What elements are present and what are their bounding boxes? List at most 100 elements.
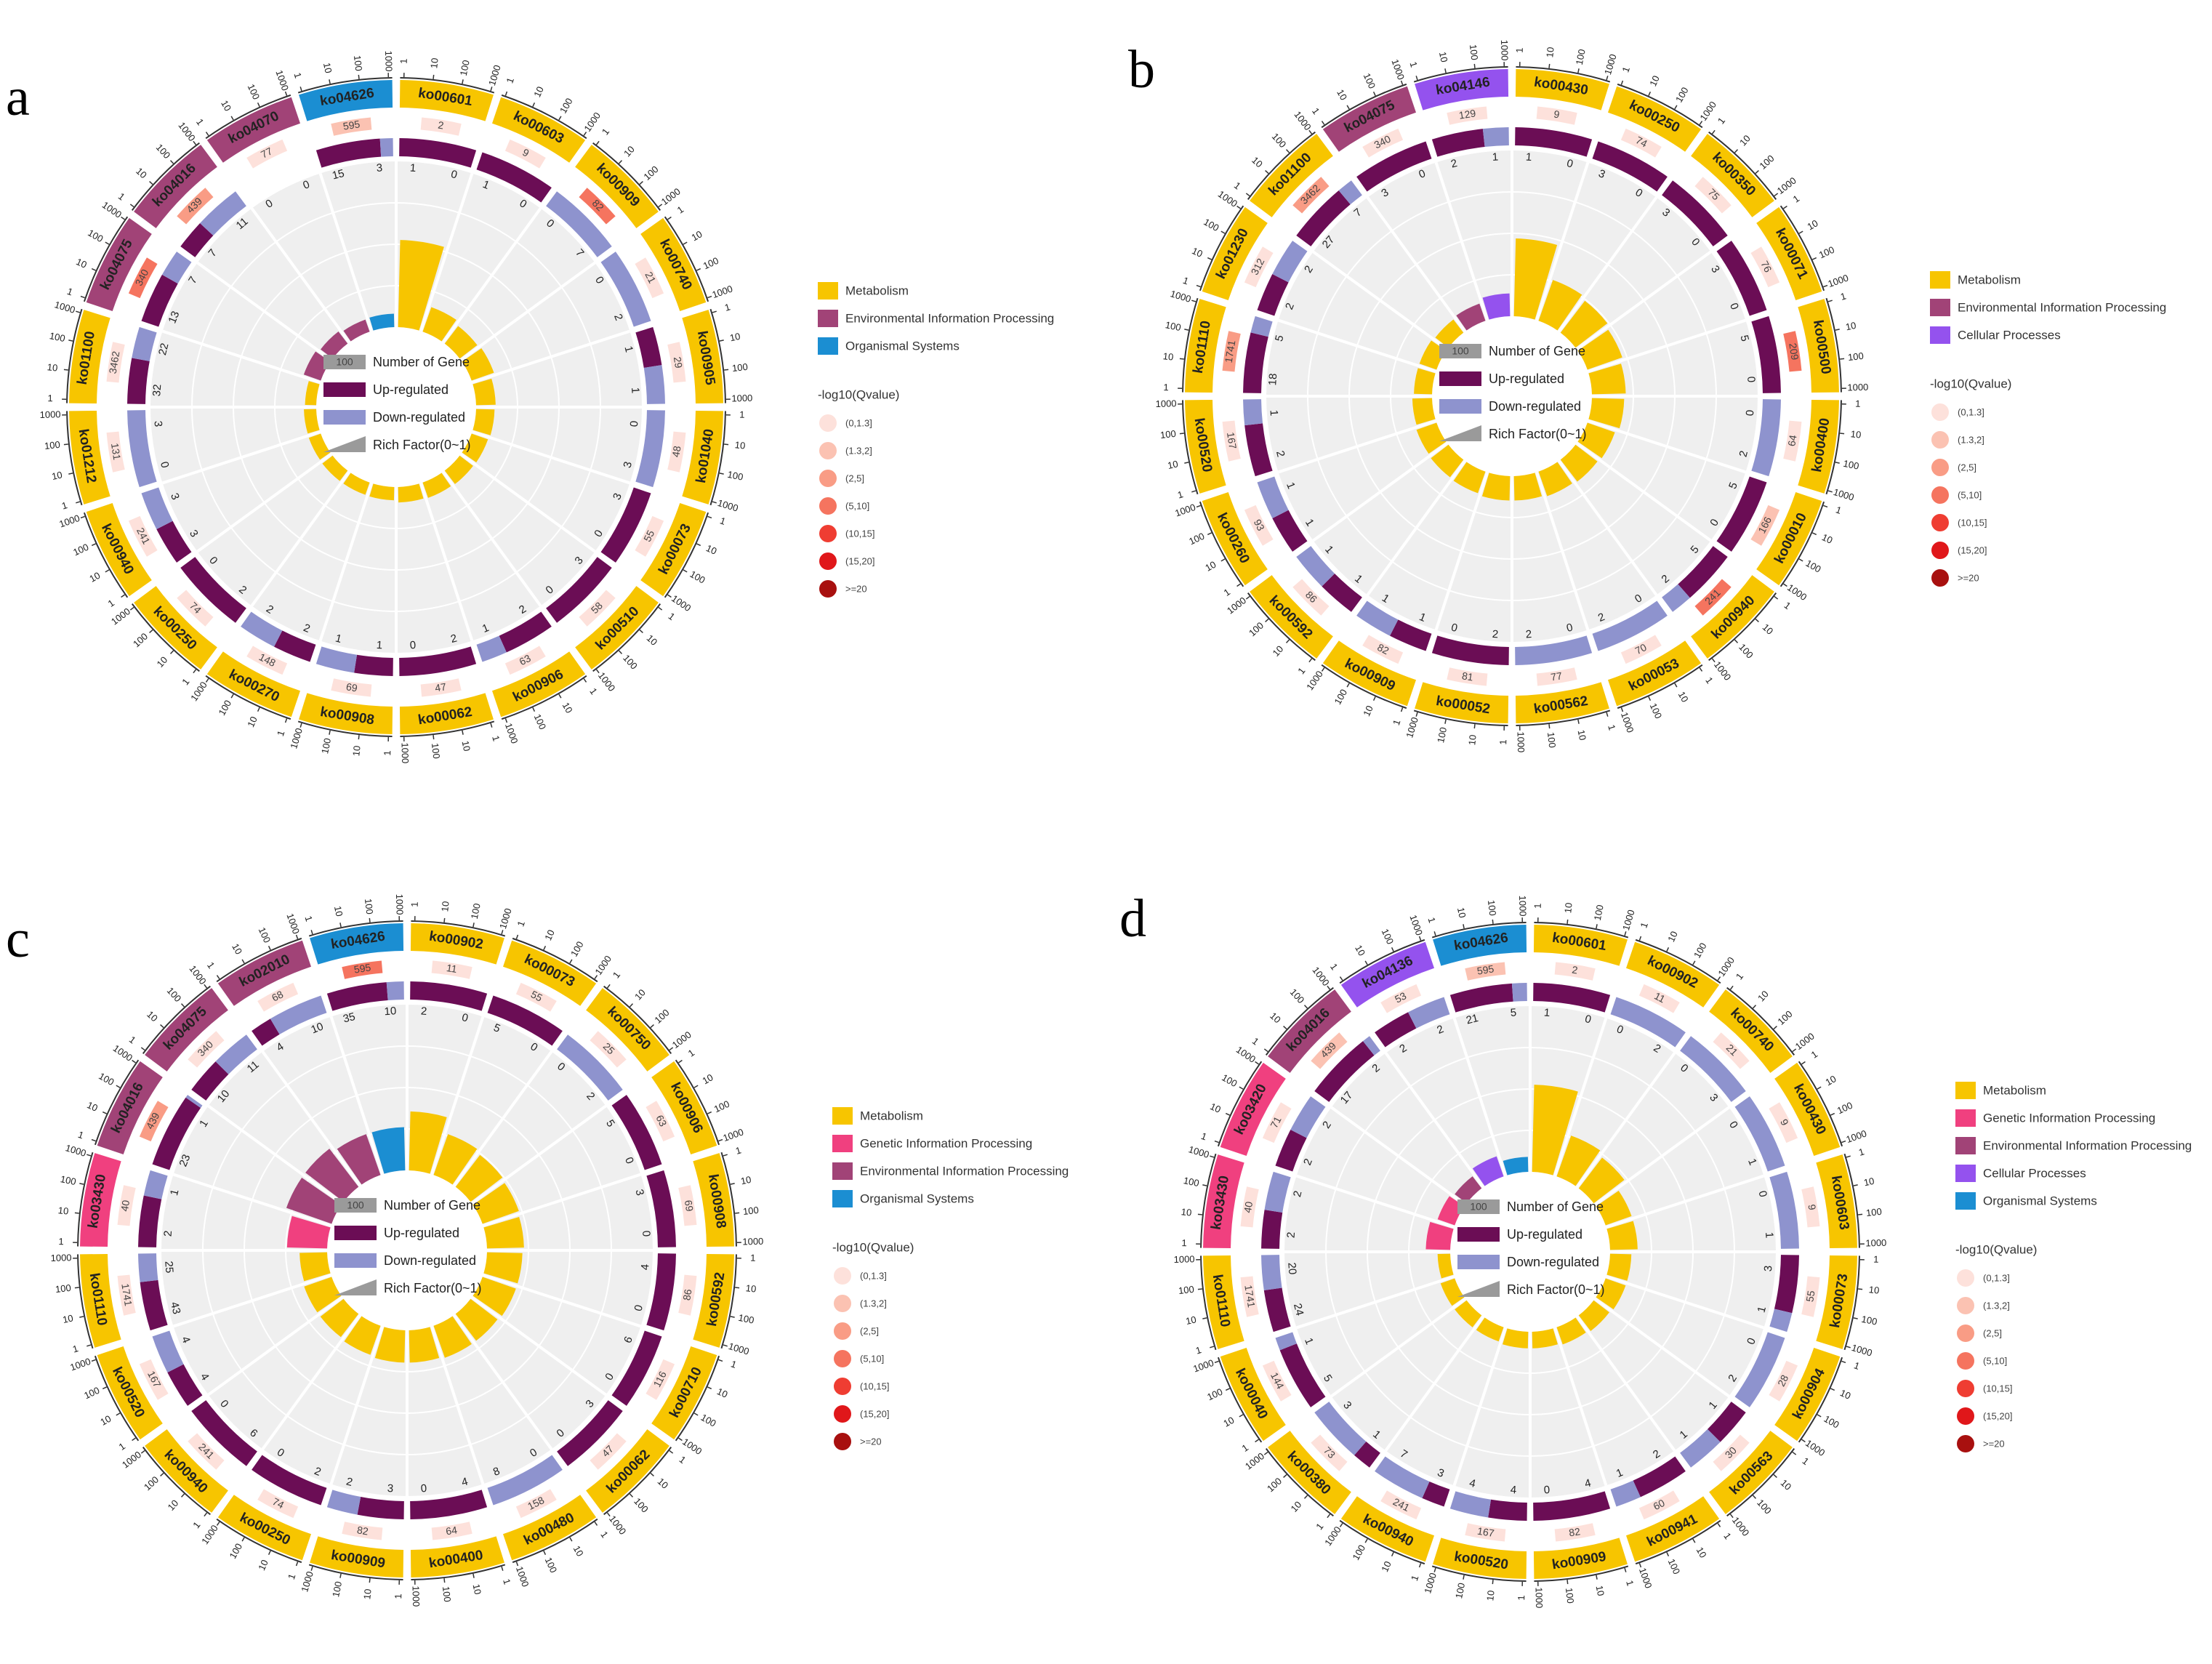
background-gene-count: 209 — [1787, 342, 1801, 361]
qvalue-legend-dot — [1957, 1297, 1974, 1314]
inner-legend-label: Up-regulated — [384, 1226, 459, 1240]
rich-factor-bar — [433, 1316, 472, 1358]
background-gene-count: 595 — [1476, 962, 1495, 976]
scale-tick — [1196, 505, 1201, 508]
up-regulated-bar — [1707, 1402, 1746, 1442]
scale-tick — [369, 1578, 371, 1583]
background-gene-count: 81 — [1461, 670, 1474, 683]
scale-tick-label: 10 — [98, 1413, 113, 1428]
qvalue-cell — [1783, 331, 1802, 372]
scale-tick — [433, 735, 435, 740]
scale-tick-label: 10 — [1868, 1284, 1880, 1296]
scale-tick — [1783, 583, 1787, 587]
scale-tick — [1752, 1495, 1757, 1499]
scale-tick-label: 10 — [542, 928, 557, 942]
scale-tick — [1308, 658, 1313, 663]
category-band — [503, 940, 597, 1006]
scale-tick-label: 1000 — [120, 1449, 143, 1470]
scale-tick-label: 1000 — [722, 1126, 745, 1144]
scale-tick-label: 10 — [1268, 1010, 1283, 1026]
scale-tick-label: 1 — [1624, 1579, 1636, 1587]
rich-factor-bar — [409, 1327, 440, 1363]
down-count-label: 0 — [461, 1011, 470, 1025]
scale-tick — [618, 160, 623, 164]
scale-tick — [74, 1287, 79, 1289]
up-count-label: 23 — [177, 1153, 193, 1169]
scale-tick — [1308, 129, 1313, 134]
qvalue-cell — [1362, 128, 1404, 158]
panel-letter-b: b — [1128, 40, 1155, 100]
separator — [442, 207, 542, 344]
category-band — [1756, 492, 1822, 586]
down-regulated-bar — [1264, 1171, 1291, 1213]
scale-tick — [693, 1085, 699, 1088]
background-gene-count: 63 — [653, 1113, 669, 1128]
background-gene-count: 595 — [353, 961, 372, 975]
scale-tick — [193, 669, 197, 674]
qvalue-cell — [177, 590, 214, 627]
qvalue-legend-dot — [1957, 1380, 1974, 1397]
scale-tick-label: 1000 — [1620, 909, 1637, 932]
category-band — [69, 410, 110, 505]
category-band — [1709, 989, 1793, 1073]
scale-tick-label: 1 — [302, 915, 314, 923]
scale-tick-label: 1000 — [299, 1570, 315, 1593]
scale-tick-label: 100 — [97, 1070, 116, 1088]
qvalue-legend-dot — [834, 1295, 851, 1312]
rich-factor-bar — [305, 1149, 359, 1202]
category-band — [586, 1429, 669, 1513]
down-regulated-bar — [315, 646, 358, 673]
scale-tick-label: 1 — [675, 204, 685, 215]
qvalue-legend-dot — [1957, 1269, 1974, 1287]
scale-tick — [1648, 91, 1652, 97]
scale-tick — [1236, 583, 1241, 587]
scale-tick-label: 100 — [131, 631, 150, 650]
separator — [470, 1296, 607, 1396]
down-count-label: 0 — [420, 1482, 427, 1495]
rich-factor-swatch — [323, 436, 366, 452]
scale-tick-label: 100 — [1860, 1314, 1878, 1327]
qvalue-cell — [515, 1489, 557, 1519]
up-count-label: 2 — [449, 632, 458, 646]
scale-arc — [1200, 1153, 1217, 1248]
down-count-label: 1 — [168, 1188, 182, 1197]
rich-factor-bar — [286, 1215, 331, 1249]
scale-tick-label: 100 — [701, 255, 720, 272]
scale-tick — [241, 959, 245, 964]
down-regulated-bar — [1261, 1255, 1282, 1291]
scale-arc — [297, 720, 393, 737]
category-band — [206, 651, 300, 718]
scale-tick-label: 10 — [145, 1009, 160, 1024]
up-count-label: 2 — [162, 1230, 175, 1237]
scale-tick — [719, 473, 724, 475]
down-count-label: 0 — [409, 639, 417, 652]
scale-tick — [1202, 1184, 1207, 1186]
separator — [250, 470, 350, 607]
scale-tick — [650, 1024, 654, 1029]
scale-tick-label: 100 — [44, 439, 60, 451]
scale-tick — [693, 1412, 699, 1416]
scale-tick — [723, 1154, 728, 1157]
background-gene-count: 48 — [669, 445, 683, 458]
scale-tick-label: 1000 — [1243, 1450, 1266, 1471]
scale-tick-label: 1 — [1232, 180, 1243, 191]
category-band — [80, 1153, 121, 1247]
up-count-label: 1 — [1525, 151, 1532, 164]
up-regulated-bar — [1296, 190, 1351, 246]
qvalue-cell — [579, 590, 616, 627]
up-regulated-bar — [357, 1497, 404, 1519]
scale-tick-label: 100 — [55, 1282, 71, 1295]
scale-tick — [1444, 719, 1447, 724]
scale-arc — [66, 308, 83, 403]
rich-factor-bar — [1513, 473, 1543, 501]
scale-tick-label: 100 — [737, 1312, 755, 1326]
qvalue-legend-label: (10,15] — [1983, 1383, 2012, 1394]
qvalue-cell — [645, 1101, 675, 1142]
separator — [430, 1016, 485, 1175]
